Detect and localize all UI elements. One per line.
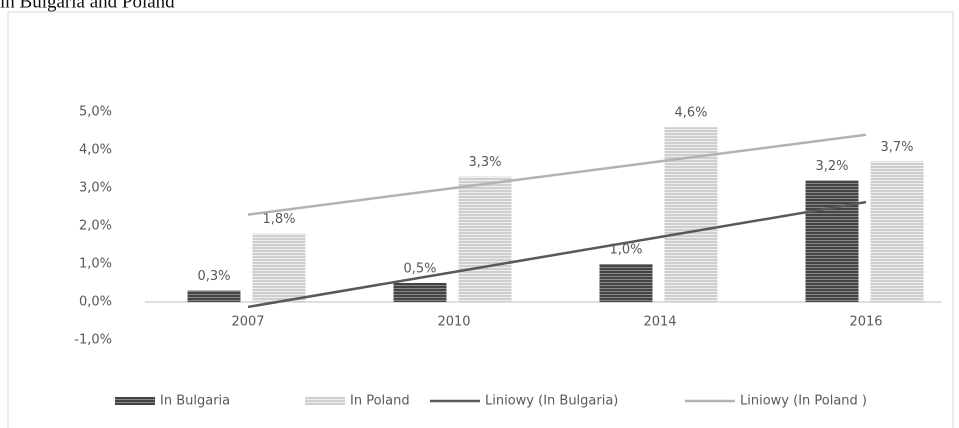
x-tick-label: 2016	[849, 315, 882, 330]
bar	[664, 127, 718, 302]
y-tick-label: 0,0%	[79, 295, 112, 310]
data-label: 1,8%	[262, 212, 295, 227]
bar	[599, 264, 653, 302]
chart-title: in Bulgaria and Poland	[0, 0, 175, 12]
legend-label: Liniowy (In Poland )	[740, 394, 867, 409]
y-tick-label: 5,0%	[79, 105, 112, 120]
legend-label: Liniowy (In Bulgaria)	[485, 394, 618, 409]
bar	[252, 233, 306, 302]
data-label: 3,2%	[815, 159, 848, 174]
bar	[393, 283, 447, 302]
x-tick-label: 2014	[643, 315, 676, 330]
chart-frame	[7, 11, 954, 428]
y-tick-label: 1,0%	[79, 257, 112, 272]
data-label: 0,5%	[403, 262, 436, 277]
data-label: 0,3%	[197, 269, 230, 284]
y-tick-label: -1,0%	[74, 333, 112, 348]
data-label: 3,3%	[468, 155, 501, 170]
data-label: 1,0%	[609, 243, 642, 258]
bar	[870, 161, 924, 302]
bar	[458, 176, 512, 302]
y-tick-label: 3,0%	[79, 181, 112, 196]
data-label: 3,7%	[880, 140, 913, 155]
legend-swatch	[115, 397, 155, 405]
x-tick-label: 2007	[231, 315, 264, 330]
trend-line	[247, 133, 867, 216]
legend-label: In Poland	[350, 394, 410, 409]
legend-label: In Bulgaria	[160, 394, 230, 409]
bar	[187, 290, 241, 302]
x-tick-label: 2010	[437, 315, 470, 330]
trend-line	[247, 200, 867, 309]
y-tick-label: 2,0%	[79, 219, 112, 234]
bar	[805, 180, 859, 302]
y-tick-label: 4,0%	[79, 143, 112, 158]
data-label: 4,6%	[674, 106, 707, 121]
legend-swatch	[305, 397, 345, 405]
